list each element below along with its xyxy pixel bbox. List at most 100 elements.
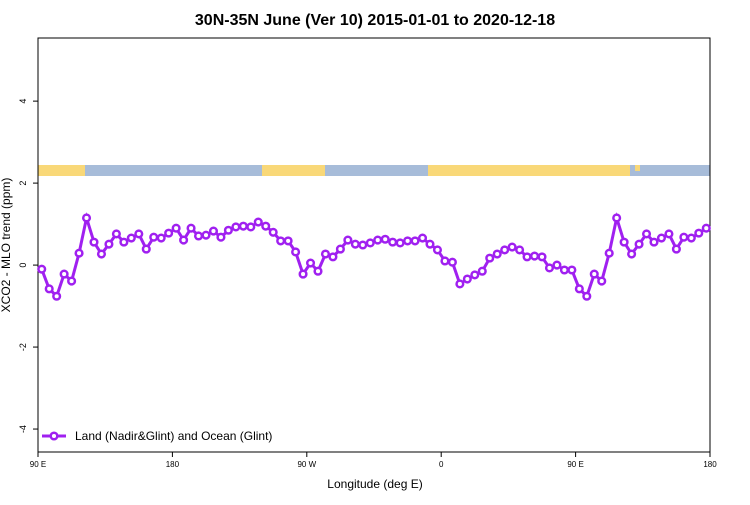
data-point xyxy=(365,238,375,248)
data-point xyxy=(238,221,248,231)
data-point xyxy=(597,276,607,286)
series-line xyxy=(40,211,708,299)
data-point xyxy=(686,233,696,243)
land-band xyxy=(635,165,640,171)
data-point xyxy=(395,238,405,248)
data-point xyxy=(276,236,286,246)
data-point xyxy=(283,236,293,246)
data-point xyxy=(694,228,704,238)
data-point xyxy=(216,232,226,242)
data-point xyxy=(193,231,204,241)
legend-label: Land (Nadir&Glint) and Ocean (Glint) xyxy=(75,429,272,443)
x-tick-label: 180 xyxy=(166,460,180,469)
data-point xyxy=(388,237,398,247)
data-point xyxy=(701,223,711,233)
data-point xyxy=(253,217,263,227)
x-tick-label: 90 E xyxy=(30,460,46,469)
data-point xyxy=(440,256,450,266)
data-point xyxy=(425,239,435,249)
data-point xyxy=(119,237,129,247)
data-point xyxy=(410,236,420,246)
data-point xyxy=(201,230,211,240)
data-point xyxy=(74,248,84,258)
data-point xyxy=(171,223,181,233)
data-point xyxy=(671,244,681,254)
y-tick-label: 4 xyxy=(18,99,28,104)
data-point xyxy=(96,249,107,259)
data-point xyxy=(641,229,652,239)
data-point xyxy=(208,226,219,236)
data-point xyxy=(268,227,278,237)
data-point xyxy=(649,237,659,247)
plot-frame xyxy=(37,37,711,453)
data-point xyxy=(59,269,69,279)
data-point xyxy=(664,229,674,239)
data-point xyxy=(432,245,443,255)
land-band xyxy=(428,165,630,176)
x-tick-label: 0 xyxy=(439,460,444,469)
data-point xyxy=(67,276,77,286)
data-point xyxy=(231,222,241,232)
data-point xyxy=(470,270,480,280)
data-point xyxy=(358,240,368,250)
data-point xyxy=(37,264,47,274)
x-tick-label: 180 xyxy=(703,460,717,469)
data-point xyxy=(477,266,487,276)
data-point xyxy=(141,244,151,254)
data-point xyxy=(403,236,413,246)
data-point xyxy=(544,263,555,273)
data-point xyxy=(627,249,637,259)
data-point xyxy=(656,233,667,243)
data-point xyxy=(485,253,495,263)
data-point xyxy=(529,251,540,261)
data-point xyxy=(582,291,592,301)
data-point xyxy=(291,247,301,257)
data-point xyxy=(492,249,502,259)
data-point xyxy=(447,257,457,267)
land-band xyxy=(262,165,325,176)
data-point xyxy=(619,237,629,247)
data-point xyxy=(186,223,196,233)
data-point xyxy=(634,239,644,249)
data-point xyxy=(515,245,525,255)
legend-marker xyxy=(49,431,59,441)
data-point xyxy=(261,221,271,231)
data-point xyxy=(134,229,144,239)
ocean-band xyxy=(38,165,710,176)
data-point xyxy=(44,284,54,294)
data-point xyxy=(335,244,345,254)
y-tick-label: -2 xyxy=(18,343,28,351)
data-point xyxy=(612,213,622,223)
x-tick-label: 90 E xyxy=(567,460,583,469)
data-point xyxy=(328,252,338,262)
x-axis-label: Longitude (deg E) xyxy=(327,477,422,491)
data-point xyxy=(567,265,577,275)
data-point xyxy=(179,235,189,245)
data-point xyxy=(559,265,569,275)
x-tick-label: 90 W xyxy=(297,460,316,469)
data-point xyxy=(455,279,465,289)
data-point xyxy=(149,232,159,242)
data-point xyxy=(417,233,428,243)
chart-title: 30N-35N June (Ver 10) 2015-01-01 to 2020… xyxy=(195,12,555,29)
data-point xyxy=(89,237,99,247)
data-point xyxy=(462,274,472,284)
data-point xyxy=(298,269,308,279)
data-point xyxy=(343,235,353,245)
land-band xyxy=(38,165,85,176)
land-ocean-strip xyxy=(38,165,710,176)
data-point xyxy=(522,252,532,262)
data-point xyxy=(313,266,323,276)
data-point xyxy=(164,228,174,238)
data-point xyxy=(52,291,62,301)
y-tick-label: 2 xyxy=(18,181,28,186)
data-point xyxy=(350,239,360,249)
data-point xyxy=(305,258,316,268)
data-point xyxy=(500,245,510,255)
data-point xyxy=(111,229,121,239)
y-tick-label: -4 xyxy=(18,425,28,433)
data-point xyxy=(246,222,256,232)
data-point xyxy=(574,284,584,294)
data-point xyxy=(126,233,136,243)
